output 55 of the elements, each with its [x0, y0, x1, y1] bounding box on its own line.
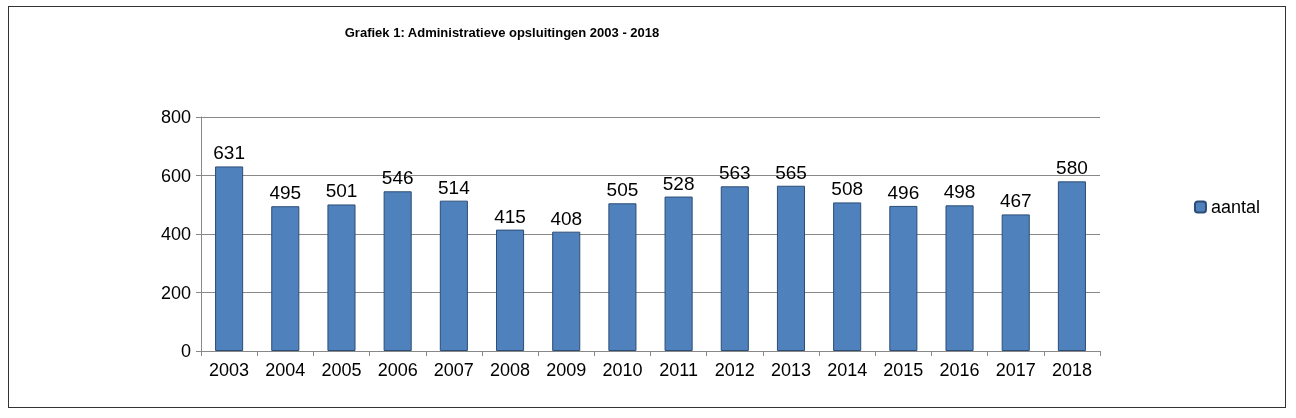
data-label: 467	[999, 190, 1032, 212]
bar	[383, 191, 412, 351]
data-label: 546	[381, 167, 414, 189]
data-label: 631	[213, 142, 245, 164]
y-tick-label: 0	[180, 341, 191, 361]
x-tick-label: 2006	[377, 360, 418, 380]
data-label: 496	[887, 181, 920, 203]
bar	[945, 205, 974, 351]
x-tick-label: 2017	[995, 360, 1036, 380]
data-label: 415	[494, 205, 526, 227]
bar	[833, 202, 862, 351]
data-label: 508	[831, 178, 864, 200]
bar	[439, 200, 468, 351]
x-tick-label: 2012	[714, 360, 755, 380]
x-tick-label: 2011	[659, 360, 698, 380]
bar	[720, 186, 749, 351]
data-label: 505	[606, 179, 639, 201]
data-label: 501	[325, 180, 358, 202]
data-label: 528	[662, 172, 695, 194]
data-label: 498	[943, 181, 976, 203]
y-tick-label: 600	[160, 165, 191, 186]
y-tick-label: 200	[160, 282, 191, 303]
bar	[552, 231, 581, 351]
x-tick-label: 2010	[602, 360, 643, 380]
x-tick-label: 2004	[265, 360, 306, 380]
bar	[1001, 214, 1030, 351]
data-label: 495	[269, 182, 302, 204]
bar	[215, 166, 244, 351]
bar	[889, 205, 918, 351]
bar	[776, 185, 806, 351]
x-tick-label: 2016	[939, 360, 980, 380]
bar	[327, 204, 356, 351]
legend-label: aantal	[1210, 197, 1260, 217]
chart-title: Grafiek 1: Administratieve opsluitingen 2003 - 2018	[344, 25, 660, 40]
bar	[1057, 181, 1086, 351]
y-tick-label: 800	[160, 107, 191, 127]
bar	[271, 206, 300, 351]
x-tick-label: 2015	[883, 360, 924, 380]
y-tick-label: 400	[160, 224, 191, 244]
data-label: 580	[1056, 157, 1088, 179]
bar	[664, 196, 693, 351]
bar	[495, 229, 525, 351]
x-tick-label: 2008	[490, 360, 531, 380]
x-tick-label: 2009	[546, 360, 587, 380]
data-label: 563	[718, 162, 751, 184]
x-tick-label: 2013	[770, 360, 811, 380]
data-label: 565	[775, 161, 807, 183]
data-label: 514	[437, 176, 471, 198]
bar	[608, 203, 637, 351]
x-tick-label: 2005	[321, 360, 362, 380]
x-tick-label: 2014	[827, 360, 868, 380]
x-tick-label: 2018	[1051, 360, 1092, 380]
x-tick-label: 2007	[433, 360, 474, 380]
data-label: 408	[550, 207, 583, 229]
x-tick-label: 2003	[209, 360, 250, 380]
